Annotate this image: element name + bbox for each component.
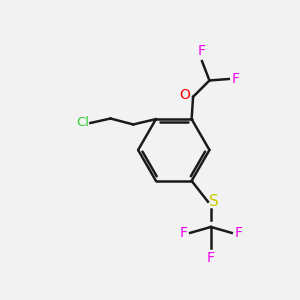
Text: F: F	[207, 251, 215, 265]
Text: F: F	[198, 44, 206, 58]
Text: F: F	[232, 72, 240, 86]
Text: F: F	[235, 226, 243, 240]
Text: O: O	[179, 88, 190, 102]
Text: Cl: Cl	[76, 116, 89, 130]
Text: F: F	[179, 226, 187, 240]
Text: S: S	[209, 194, 219, 209]
